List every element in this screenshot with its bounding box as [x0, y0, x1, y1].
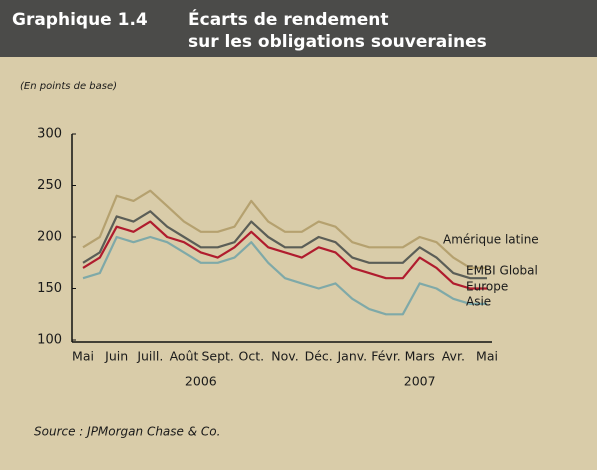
chart-title: Écarts de rendement — [188, 8, 389, 30]
series-label: Asie — [466, 295, 491, 309]
x-tick-label: Août — [170, 349, 199, 364]
x-tick-label: Déc. — [305, 349, 333, 364]
x-tick-label: Avr. — [442, 349, 465, 364]
x-tick-label: Juill. — [136, 349, 163, 364]
x-tick-label: Mai — [476, 349, 498, 364]
series-label: EMBI Global — [466, 264, 538, 278]
series-line — [82, 189, 487, 269]
x-tick-label: Mai — [72, 349, 94, 364]
y-tick-label: 150 — [37, 281, 62, 296]
x-tick-label: Oct. — [239, 349, 265, 364]
header-band — [0, 0, 597, 57]
year-label: 2006 — [185, 374, 217, 389]
series-label: Amérique latine — [443, 233, 539, 247]
x-tick-label: Nov. — [271, 349, 298, 364]
x-tick-label: Juin — [104, 349, 128, 364]
y-tick-label: 200 — [37, 230, 62, 245]
chart-label: Graphique 1.4 — [12, 10, 148, 30]
y-tick-label: 250 — [37, 178, 62, 193]
x-tick-label: Sept. — [201, 349, 233, 364]
chart-title: sur les obligations souveraines — [188, 32, 487, 52]
series-label: Europe — [466, 280, 508, 294]
x-tick-label: Mars — [405, 349, 435, 364]
x-tick-label: Janv. — [336, 349, 367, 364]
subtitle: (En points de base) — [20, 81, 117, 92]
y-tick-label: 100 — [37, 333, 62, 348]
year-label: 2007 — [404, 374, 436, 389]
series-line — [82, 220, 487, 290]
x-tick-label: Févr. — [371, 349, 401, 364]
series-line — [82, 210, 487, 280]
source: Source : JPMorgan Chase & Co. — [34, 425, 220, 439]
y-tick-label: 300 — [37, 127, 62, 142]
series-line — [82, 235, 487, 316]
